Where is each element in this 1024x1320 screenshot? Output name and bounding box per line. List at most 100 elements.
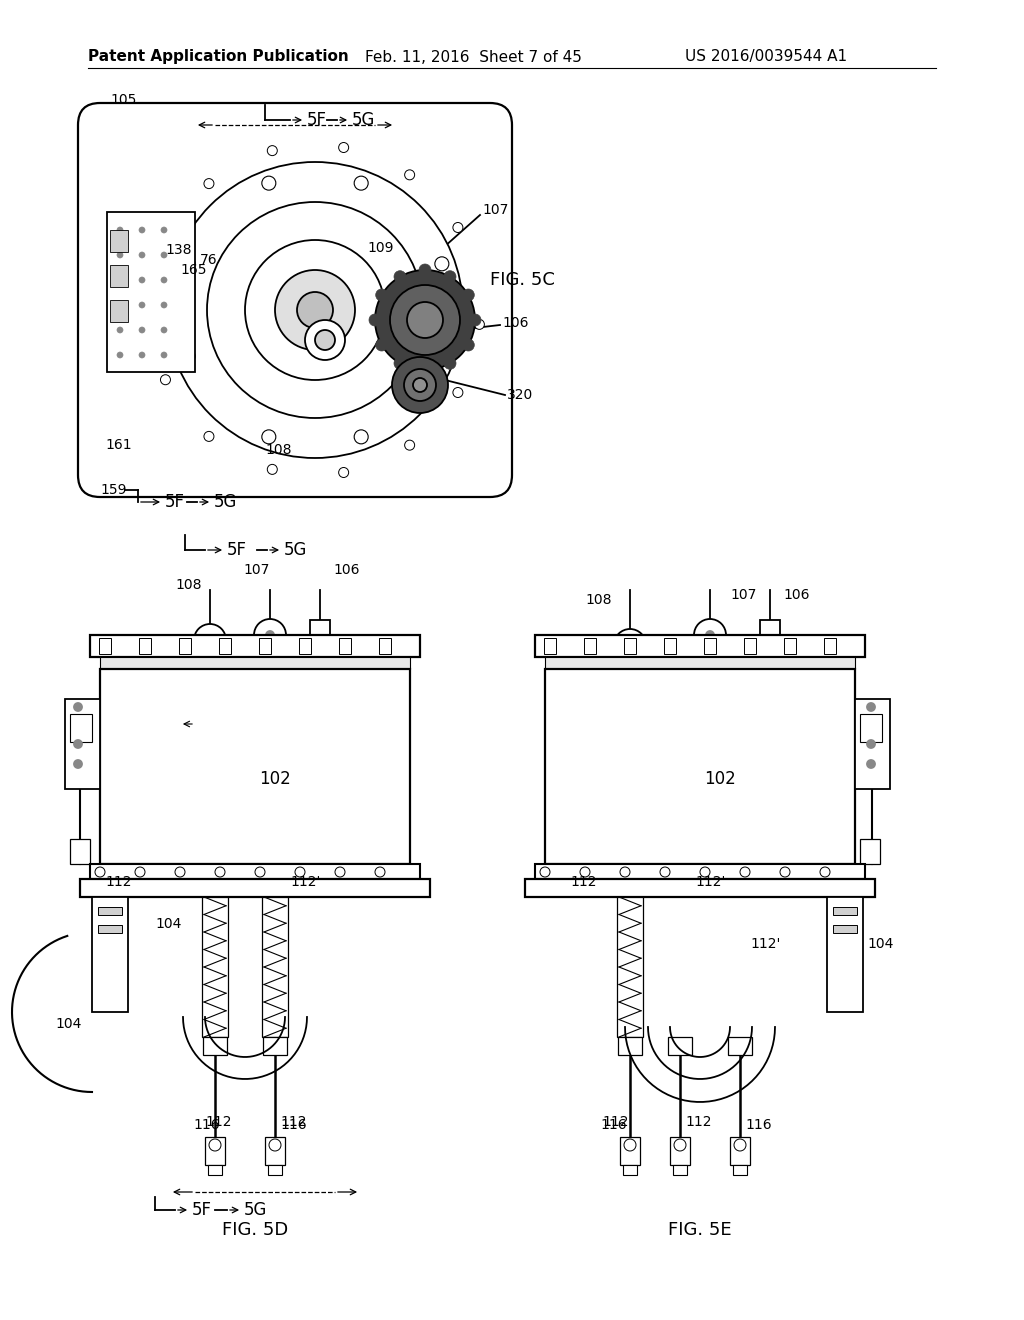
Circle shape xyxy=(269,1139,281,1151)
Bar xyxy=(100,669,410,865)
Circle shape xyxy=(74,741,82,748)
Bar xyxy=(110,265,128,286)
Bar xyxy=(90,865,420,879)
Text: 5G: 5G xyxy=(352,111,376,129)
Circle shape xyxy=(139,252,145,257)
Circle shape xyxy=(74,760,82,768)
Circle shape xyxy=(254,619,286,651)
Text: 116: 116 xyxy=(600,1118,627,1133)
Circle shape xyxy=(580,867,590,876)
Circle shape xyxy=(462,289,474,301)
Text: 112': 112' xyxy=(750,937,780,950)
Circle shape xyxy=(262,176,275,190)
Circle shape xyxy=(620,867,630,876)
Text: US 2016/0039544 A1: US 2016/0039544 A1 xyxy=(685,49,847,65)
Text: 159: 159 xyxy=(100,483,127,498)
Circle shape xyxy=(275,271,355,350)
Circle shape xyxy=(295,867,305,876)
Bar xyxy=(70,714,92,742)
Text: 102: 102 xyxy=(705,770,736,788)
Text: FIG. 5D: FIG. 5D xyxy=(222,1221,288,1239)
Bar xyxy=(618,1038,642,1055)
Circle shape xyxy=(700,867,710,876)
Bar xyxy=(617,898,643,1038)
Circle shape xyxy=(469,314,481,326)
Circle shape xyxy=(145,305,155,315)
Circle shape xyxy=(540,867,550,876)
Text: 5G: 5G xyxy=(214,492,238,511)
Text: 138: 138 xyxy=(165,243,191,257)
Bar xyxy=(98,925,122,933)
Circle shape xyxy=(161,235,170,246)
Circle shape xyxy=(376,339,388,351)
Bar xyxy=(259,638,271,653)
Circle shape xyxy=(674,1139,686,1151)
Circle shape xyxy=(117,252,123,257)
Text: 112': 112' xyxy=(290,875,321,888)
Bar xyxy=(70,840,90,865)
Text: 106: 106 xyxy=(333,564,359,577)
Circle shape xyxy=(161,302,167,308)
Circle shape xyxy=(215,867,225,876)
Circle shape xyxy=(204,432,214,441)
Circle shape xyxy=(315,330,335,350)
Circle shape xyxy=(462,339,474,351)
Text: FIG. 5E: FIG. 5E xyxy=(669,1221,732,1239)
Bar xyxy=(179,638,191,653)
Bar xyxy=(139,638,151,653)
Bar xyxy=(728,1038,752,1055)
Bar xyxy=(784,638,796,653)
Circle shape xyxy=(305,319,345,360)
Circle shape xyxy=(204,178,214,189)
Circle shape xyxy=(444,358,456,370)
Text: 116: 116 xyxy=(193,1118,219,1133)
Text: Patent Application Publication: Patent Application Publication xyxy=(88,49,349,65)
Circle shape xyxy=(694,619,726,651)
Circle shape xyxy=(206,636,214,644)
Text: 161: 161 xyxy=(105,438,132,451)
Text: 108: 108 xyxy=(585,593,611,607)
Circle shape xyxy=(413,378,427,392)
Bar xyxy=(202,898,228,1038)
Text: 108: 108 xyxy=(265,444,292,457)
Text: 5F: 5F xyxy=(193,1201,212,1218)
Bar xyxy=(205,1137,225,1166)
Circle shape xyxy=(161,375,170,384)
Circle shape xyxy=(444,271,456,282)
Bar xyxy=(584,638,596,653)
Bar xyxy=(744,638,756,653)
Bar xyxy=(219,638,231,653)
Bar xyxy=(760,620,780,638)
Circle shape xyxy=(404,440,415,450)
Text: 107: 107 xyxy=(482,203,508,216)
Text: 5F: 5F xyxy=(165,492,185,511)
Bar xyxy=(379,638,391,653)
Circle shape xyxy=(161,352,167,358)
Bar xyxy=(65,700,100,789)
Circle shape xyxy=(297,292,333,327)
Circle shape xyxy=(419,264,431,276)
Bar xyxy=(668,1038,692,1055)
Circle shape xyxy=(392,356,449,413)
Circle shape xyxy=(181,257,196,271)
Circle shape xyxy=(354,176,369,190)
Text: 112: 112 xyxy=(685,1115,712,1129)
Circle shape xyxy=(820,867,830,876)
Text: 105: 105 xyxy=(110,92,136,107)
Circle shape xyxy=(161,327,167,333)
Circle shape xyxy=(419,364,431,376)
Circle shape xyxy=(267,465,278,474)
Bar xyxy=(833,925,857,933)
Circle shape xyxy=(139,227,145,234)
Bar xyxy=(670,1137,690,1166)
Bar xyxy=(824,638,836,653)
Bar xyxy=(98,907,122,915)
Text: 5G: 5G xyxy=(284,541,307,558)
Text: 104: 104 xyxy=(55,1016,81,1031)
Bar xyxy=(265,1137,285,1166)
Bar xyxy=(310,620,330,638)
Text: 116: 116 xyxy=(280,1118,306,1133)
Circle shape xyxy=(435,257,449,271)
Bar xyxy=(730,1137,750,1166)
Circle shape xyxy=(139,302,145,308)
